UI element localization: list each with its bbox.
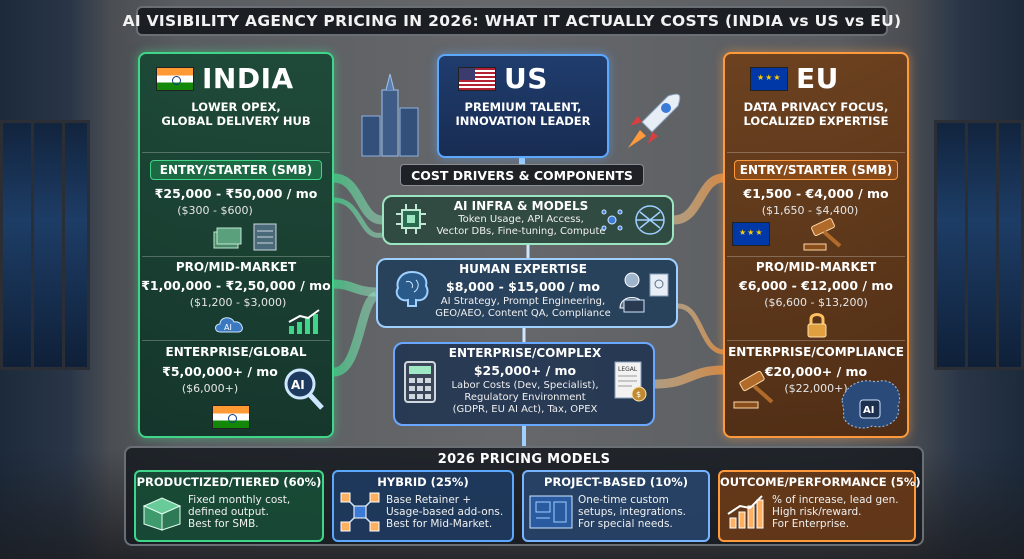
growth-chart-icon <box>288 309 320 334</box>
india-title: INDIA <box>202 62 294 95</box>
padlock-icon <box>807 313 827 338</box>
pricing-model-hybrid: HYBRID (25%) Base Retainer + Usage-based… <box>332 470 514 542</box>
eu-divider-1 <box>727 152 905 153</box>
india-divider-3 <box>142 340 330 341</box>
us-tagline: PREMIUM TALENT, INNOVATION LEADER <box>455 100 591 128</box>
project-desc: One-time custom setups, integrations. Fo… <box>578 494 686 530</box>
eu-flag-icon <box>732 222 770 246</box>
pricing-model-productized: PRODUCTIZED/TIERED (60%) Fixed monthly c… <box>134 470 324 542</box>
svg-text:$: $ <box>636 390 641 399</box>
india-tier-pro-label: PRO/MID-MARKET <box>175 260 297 274</box>
india-header: INDIA <box>156 62 294 95</box>
cost-drivers-title: COST DRIVERS & COMPONENTS <box>400 164 644 186</box>
pricing-model-outcome: OUTCOME/PERFORMANCE (5%) % of increase, … <box>718 470 921 542</box>
right-window <box>934 120 1024 370</box>
box-icon <box>142 497 182 531</box>
network-node-icon <box>601 205 665 235</box>
cost-driver-ai-infra <box>382 195 674 245</box>
cost-driver-enterprise-complex <box>393 342 655 426</box>
human-expertise-price: $8,000 - $15,000 / mo <box>446 279 600 294</box>
hybrid-desc: Base Retainer + Usage-based add-ons. Bes… <box>386 494 504 530</box>
eu-tier-entry-label: ENTRY/STARTER (SMB) <box>734 160 898 180</box>
human-expertise-desc: AI Strategy, Prompt Engineering, GEO/AEO… <box>435 296 611 319</box>
network-icon <box>340 492 380 532</box>
gavel-icon <box>803 218 842 251</box>
flow-eu-top <box>677 303 724 355</box>
flow-india-entry <box>333 173 383 225</box>
gavel-icon <box>733 370 774 409</box>
outcome-title: OUTCOME/PERFORMANCE (5%) <box>720 475 921 489</box>
legal-document-icon: LEGAL $ <box>614 361 647 402</box>
blueprint-icon <box>529 495 573 529</box>
pricing-model-project: PROJECT-BASED (10%) One-time custom setu… <box>522 470 710 542</box>
legal-doc-label: LEGAL <box>618 366 638 373</box>
ai-magnifier-icon: AI <box>284 368 324 410</box>
eu-title: EU <box>796 62 839 95</box>
eu-tier-ent-usd: ($22,000+) <box>784 382 848 395</box>
enterprise-complex-desc: Labor Costs (Dev, Specialist), Regulator… <box>451 380 599 415</box>
server-stack-icon <box>213 223 277 251</box>
us-title: US <box>504 62 548 95</box>
eu-flag-icon <box>750 66 788 91</box>
productized-title: PRODUCTIZED/TIERED (60%) <box>136 475 322 489</box>
flow-india-top <box>333 197 383 238</box>
india-tier-entry-price: ₹25,000 - ₹50,000 / mo <box>154 186 318 201</box>
flow-india-ent <box>332 291 379 377</box>
india-tier-pro-price: ₹1,00,000 - ₹2,50,000 / mo <box>141 278 331 293</box>
eu-tier-pro-price: €6,000 - €12,000 / mo <box>739 278 893 293</box>
india-flag-icon <box>212 405 250 429</box>
india-tier-ent-usd: ($6,000+) <box>181 382 239 395</box>
flow-eu-ent <box>654 365 724 389</box>
india-tier-entry-label: ENTRY/STARTER (SMB) <box>150 160 322 180</box>
chip-icon <box>396 204 426 234</box>
skyscraper-icon <box>361 73 419 157</box>
india-tier-pro-usd: ($1,200 - $3,000) <box>189 296 287 309</box>
svg-text:AI: AI <box>863 405 874 416</box>
rocket-icon <box>628 93 681 148</box>
india-tagline: LOWER OPEX, GLOBAL DELIVERY HUB <box>161 100 311 128</box>
india-tier-ent-price: ₹5,00,000+ / mo <box>162 364 278 379</box>
brain-icon <box>395 270 429 307</box>
india-flag-icon <box>156 66 194 91</box>
svg-text:AI: AI <box>291 378 305 392</box>
eu-tier-ent-price: €20,000+ / mo <box>764 364 868 379</box>
calculator-icon <box>404 361 436 403</box>
us-flag-icon <box>458 66 496 91</box>
eu-divider-2 <box>727 256 905 257</box>
pricing-models-section: 2026 PRICING MODELS PRODUCTIZED/TIERED (… <box>124 446 924 546</box>
productized-desc: Fixed monthly cost, defined output. Best… <box>188 494 291 530</box>
svg-text:AI: AI <box>224 323 232 332</box>
eu-header: EU <box>750 62 839 95</box>
page-title: AI VISIBILITY AGENCY PRICING IN 2026: WH… <box>123 6 901 36</box>
eu-divider-3 <box>727 340 905 341</box>
india-tier-entry-usd: ($300 - $600) <box>177 204 253 217</box>
ai-infra-desc: Token Usage, API Access, Vector DBs, Fin… <box>436 214 606 237</box>
india-tier-ent-label: ENTERPRISE/GLOBAL <box>165 345 307 359</box>
human-expertise-title: HUMAN EXPERTISE <box>459 262 587 276</box>
hybrid-title: HYBRID (25%) <box>377 475 469 489</box>
flow-india-pro <box>333 279 377 297</box>
eu-tier-pro-usd: ($6,600 - $13,200) <box>764 296 868 309</box>
left-window <box>0 120 90 370</box>
person-laptop-icon <box>619 272 669 313</box>
india-divider-1 <box>142 152 330 153</box>
ai-infra-title: AI INFRA & MODELS <box>453 199 589 213</box>
enterprise-complex-price: $25,000+ / mo <box>473 363 577 378</box>
india-divider-2 <box>142 256 330 257</box>
eu-tagline: DATA PRIVACY FOCUS, LOCALIZED EXPERTISE <box>743 100 889 128</box>
project-title: PROJECT-BASED (10%) <box>544 475 688 489</box>
cloud-ai-icon: AI <box>215 317 243 333</box>
eu-tier-pro-label: PRO/MID-MARKET <box>755 260 877 274</box>
us-header: US <box>458 62 548 95</box>
europe-map-icon: AI <box>841 380 900 429</box>
enterprise-complex-title: ENTERPRISE/COMPLEX <box>448 346 602 360</box>
eu-tier-entry-price: €1,500 - €4,000 / mo <box>743 186 889 201</box>
eu-tier-ent-label: ENTERPRISE/COMPLIANCE <box>728 345 904 359</box>
bar-growth-icon <box>727 495 764 529</box>
flow-eu-entry <box>673 173 724 225</box>
eu-tier-entry-usd: ($1,650 - $4,400) <box>761 204 859 217</box>
outcome-desc: % of increase, lead gen. High risk/rewar… <box>772 494 899 530</box>
pricing-models-title: 2026 PRICING MODELS <box>437 452 611 467</box>
